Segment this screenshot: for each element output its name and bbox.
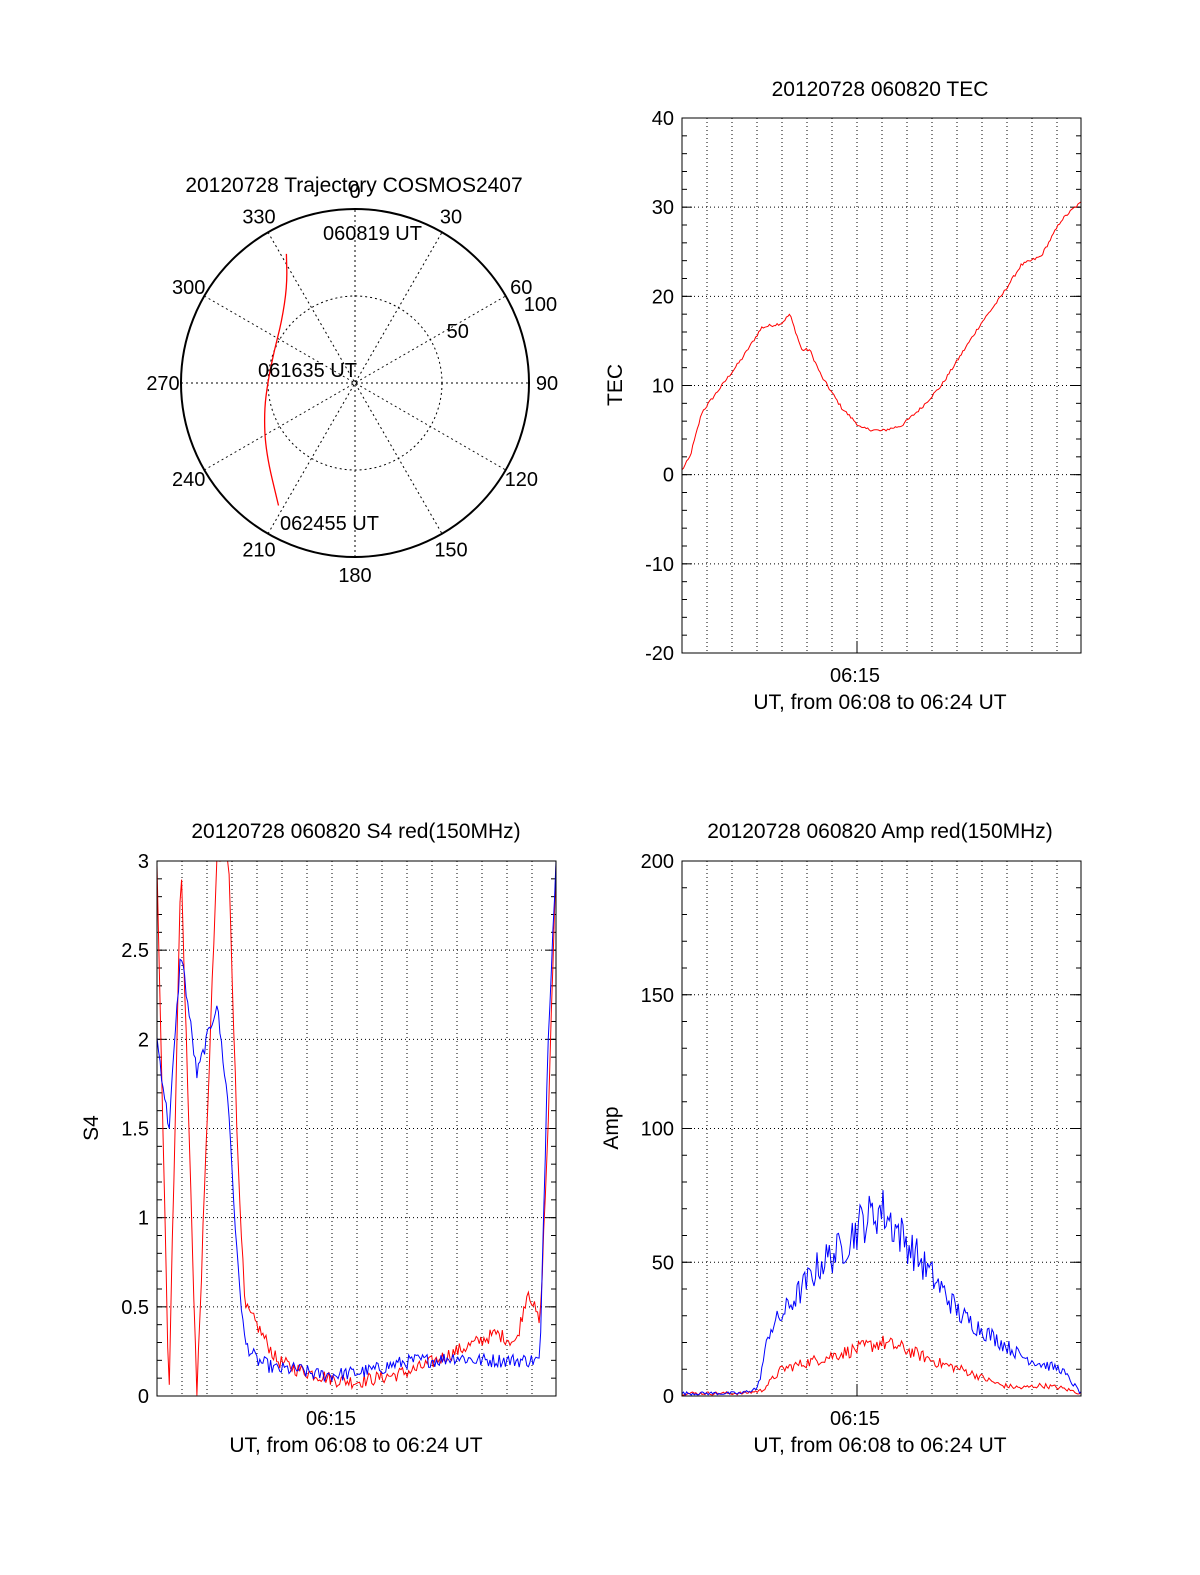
tec-ytick-label: 30 bbox=[652, 197, 674, 219]
s4-ytick-label: 2.5 bbox=[121, 940, 149, 962]
polar-azimuth-label: 180 bbox=[338, 565, 371, 587]
polar-trajectory-chart: 20120728 Trajectory COSMOS2407 0 30 60 90 12… bbox=[146, 174, 558, 587]
amp-xlabel: UT, from 06:08 to 06:24 UT bbox=[753, 1434, 1006, 1457]
polar-title: 20120728 Trajectory COSMOS2407 bbox=[185, 174, 522, 197]
polar-azimuth-label: 90 bbox=[536, 373, 558, 395]
polar-azimuth-labels: 0 30 60 90 120 150 180 210 240 270 300 330 50 100 bbox=[146, 181, 558, 587]
s4-ylabel: S4 bbox=[80, 1115, 103, 1141]
tec-ytick-label: 10 bbox=[652, 376, 674, 398]
amp-ytick-label: 150 bbox=[641, 985, 674, 1007]
tec-ytick-label: 0 bbox=[663, 465, 674, 487]
amp-title: 20120728 060820 Amp red(150MHz) bbox=[707, 820, 1053, 843]
polar-annotation-mid: 061635 UT bbox=[258, 360, 357, 382]
tec-xtick: 06:15 bbox=[830, 665, 880, 687]
polar-azimuth-label: 330 bbox=[242, 207, 275, 229]
amp-series-line bbox=[682, 1335, 1082, 1396]
polar-spoke bbox=[204, 295, 506, 471]
polar-azimuth-label: 270 bbox=[146, 373, 179, 395]
polar-azimuth-label: 0 bbox=[349, 181, 360, 203]
tec-xlabel: UT, from 06:08 to 06:24 UT bbox=[753, 691, 1006, 714]
s4-ytick-label: 1.5 bbox=[121, 1119, 149, 1141]
tec-ytick-label: 20 bbox=[652, 286, 674, 308]
polar-trajectory-line bbox=[263, 253, 288, 506]
amp-ytick-label: 200 bbox=[641, 851, 674, 873]
polar-azimuth-label: 150 bbox=[434, 539, 467, 561]
tec-frame bbox=[681, 117, 1082, 654]
polar-spoke bbox=[267, 232, 443, 534]
amp-frame bbox=[681, 860, 1082, 1397]
tec-ytick-label: -10 bbox=[645, 554, 674, 576]
s4-ytick-label: 0.5 bbox=[121, 1297, 149, 1319]
tec-ytick-label: -20 bbox=[645, 643, 674, 665]
polar-inner-circle bbox=[267, 295, 443, 471]
tec-series-line bbox=[681, 201, 1082, 471]
amp-ytick-label: 100 bbox=[641, 1119, 674, 1141]
amp-xtick: 06:15 bbox=[830, 1408, 880, 1430]
polar-azimuth-label: 30 bbox=[440, 207, 462, 229]
polar-radial-label: 100 bbox=[524, 294, 557, 316]
tec-ylabel: TEC bbox=[604, 364, 627, 406]
s4-xlabel: UT, from 06:08 to 06:24 UT bbox=[229, 1434, 482, 1457]
s4-chart: 20120728 060820 S4 red(150MHz) S4 06:15 … bbox=[80, 820, 858, 1457]
polar-azimuth-label: 60 bbox=[510, 277, 532, 299]
polar-annotation-end: 062455 UT bbox=[280, 513, 379, 535]
polar-grid bbox=[180, 208, 530, 558]
polar-azimuth-label: 120 bbox=[505, 469, 538, 491]
s4-ytick-label: 0 bbox=[138, 1386, 149, 1408]
s4-series-line bbox=[156, 860, 557, 1383]
amp-ylabel: Amp bbox=[600, 1106, 623, 1149]
polar-azimuth-label: 240 bbox=[172, 469, 205, 491]
s4-title: 20120728 060820 S4 red(150MHz) bbox=[191, 820, 520, 843]
s4-frame bbox=[156, 860, 557, 1397]
polar-spoke bbox=[204, 295, 506, 471]
amp-chart: 20120728 060820 Amp red(150MHz) Amp 06:1… bbox=[600, 820, 1082, 1457]
s4-ytick-label: 2 bbox=[138, 1029, 149, 1051]
polar-radial-label: 50 bbox=[447, 321, 469, 343]
tec-ytick-label: 40 bbox=[652, 108, 674, 130]
amp-series-line bbox=[681, 1190, 1082, 1396]
polar-spoke bbox=[267, 232, 443, 534]
polar-annotation-start: 060819 UT bbox=[323, 223, 422, 245]
s4-ytick-label: 1 bbox=[138, 1208, 149, 1230]
s4-ytick-label: 3 bbox=[138, 851, 149, 873]
polar-azimuth-label: 300 bbox=[172, 277, 205, 299]
s4-xtick: 06:15 bbox=[306, 1408, 356, 1430]
amp-ytick-label: 50 bbox=[652, 1252, 674, 1274]
polar-azimuth-label: 210 bbox=[242, 539, 275, 561]
amp-ytick-label: 0 bbox=[663, 1386, 674, 1408]
polar-series bbox=[263, 253, 288, 506]
tec-chart: 20120728 060820 TEC TEC 06:15 UT, from 0… bbox=[604, 78, 1082, 714]
tec-title: 20120728 060820 TEC bbox=[772, 78, 989, 101]
